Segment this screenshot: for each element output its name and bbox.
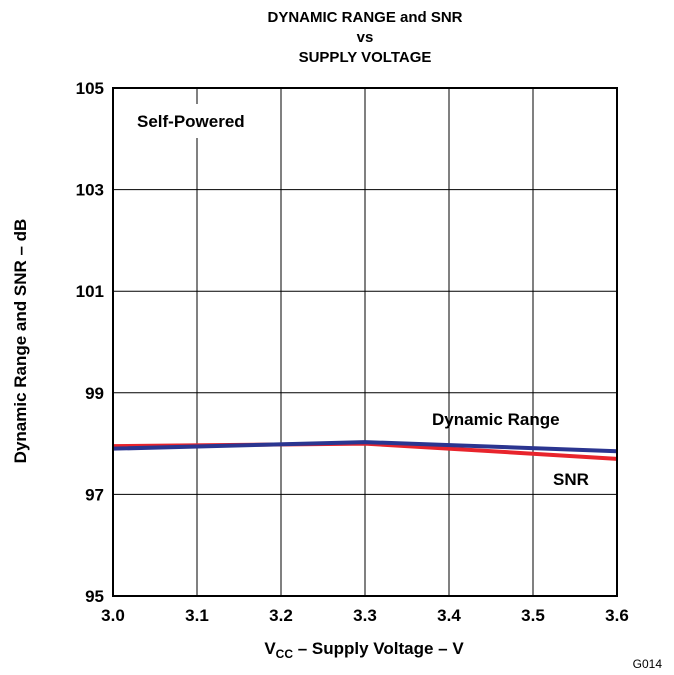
chart-title-line-2: vs (357, 29, 374, 46)
chart-title-line-1: DYNAMIC RANGE and SNR (267, 9, 462, 26)
x-tick-label: 3.5 (521, 606, 545, 625)
y-tick-label: 101 (76, 282, 104, 301)
y-tick-label: 95 (85, 587, 104, 606)
series-layer (112, 440, 618, 461)
self-powered-label: Self-Powered (137, 112, 245, 131)
snr-label: SNR (553, 470, 589, 489)
x-axis-ticks: 3.0 3.1 3.2 3.3 3.4 3.5 3.6 (101, 606, 629, 625)
x-tick-label: 3.3 (353, 606, 377, 625)
grid-lines (112, 87, 618, 597)
figure-id: G014 (633, 657, 663, 671)
y-tick-label: 99 (85, 384, 104, 403)
x-axis-label: VCC – Supply Voltage – V (264, 639, 464, 661)
x-axis-label-suffix: – Supply Voltage – V (293, 639, 464, 658)
y-tick-label: 97 (85, 485, 104, 504)
plot-frame (112, 87, 618, 597)
x-tick-label: 3.6 (605, 606, 629, 625)
x-axis-label-subscript: CC (276, 647, 294, 661)
dynamic-range-label: Dynamic Range (432, 410, 560, 429)
y-tick-label: 103 (76, 181, 104, 200)
series-line-dynamic-range (112, 440, 618, 454)
x-tick-label: 3.2 (269, 606, 293, 625)
chart-title-line-3: SUPPLY VOLTAGE (299, 49, 432, 66)
y-tick-label: 105 (76, 79, 104, 98)
x-axis-label-prefix: V (264, 639, 276, 658)
x-tick-label: 3.0 (101, 606, 125, 625)
y-axis-label: Dynamic Range and SNR – dB (11, 219, 30, 464)
y-axis-ticks: 95 97 99 101 103 105 (76, 79, 104, 606)
x-tick-label: 3.1 (185, 606, 209, 625)
x-tick-label: 3.4 (437, 606, 461, 625)
self-powered-label-bg (130, 104, 276, 138)
